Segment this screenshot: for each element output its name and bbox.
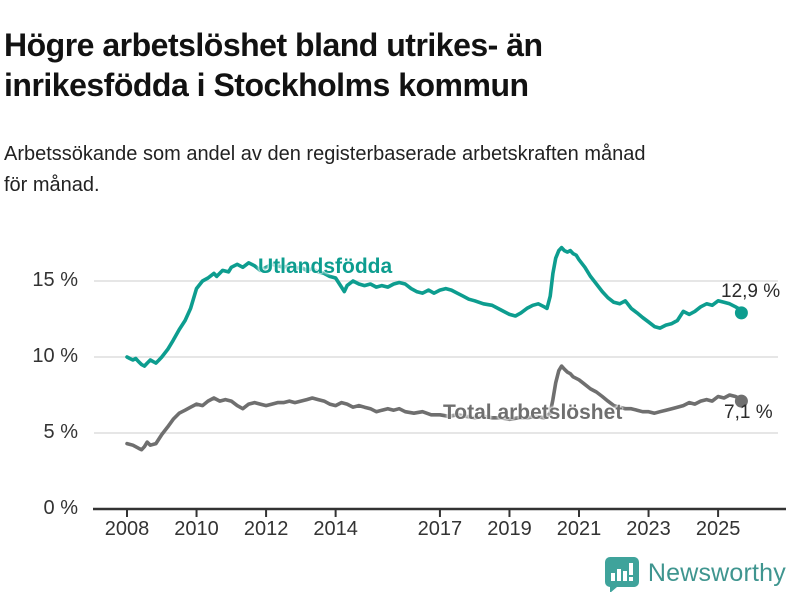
x-axis-tick-label: 2008	[104, 518, 150, 540]
chart-subtitle: Arbetssökande som andel av den registerb…	[4, 139, 764, 201]
bar-chart-speech-bubble-icon	[604, 557, 639, 592]
end-value-label-total: 7,1 %	[724, 402, 773, 423]
y-axis-tick-label: 5 %	[43, 421, 78, 443]
x-axis-tick-label: 2025	[695, 518, 741, 540]
x-axis-tick-label: 2021	[556, 518, 602, 540]
series-label-utlandsfodda: Utlandsfödda	[258, 255, 393, 278]
x-axis-tick-label: 2019	[487, 518, 532, 540]
x-axis-tick-label: 2017	[417, 518, 463, 540]
newsworthy-logo-text: Newsworthy	[647, 559, 786, 587]
newsworthy-logo: Newsworthy	[603, 555, 786, 592]
y-axis-tick-label: 15 %	[32, 269, 78, 291]
subtitle-line-2: för månad.	[4, 174, 100, 196]
x-axis-tick-label: 2023	[626, 518, 671, 540]
title-line-1: Högre arbetslöshet bland utrikes- än	[4, 27, 543, 64]
x-axis-tick-label: 2012	[243, 518, 289, 540]
title-line-2: inrikesfödda i Stockholms kommun	[4, 67, 529, 104]
end-value-label-utlandsfodda: 12,9 %	[721, 281, 781, 302]
x-axis-tick-label: 2014	[313, 518, 358, 540]
y-axis-tick-label: 0 %	[43, 497, 78, 519]
x-axis-tick-label: 2010	[174, 518, 219, 540]
series-label-total-arbetsloshet: Total arbetslöshet	[443, 401, 623, 424]
page-title: Högre arbetslöshet bland utrikes- än inr…	[4, 25, 704, 105]
subtitle-line-1: Arbetssökande som andel av den registerb…	[4, 143, 646, 165]
y-axis-tick-label: 10 %	[32, 345, 78, 367]
